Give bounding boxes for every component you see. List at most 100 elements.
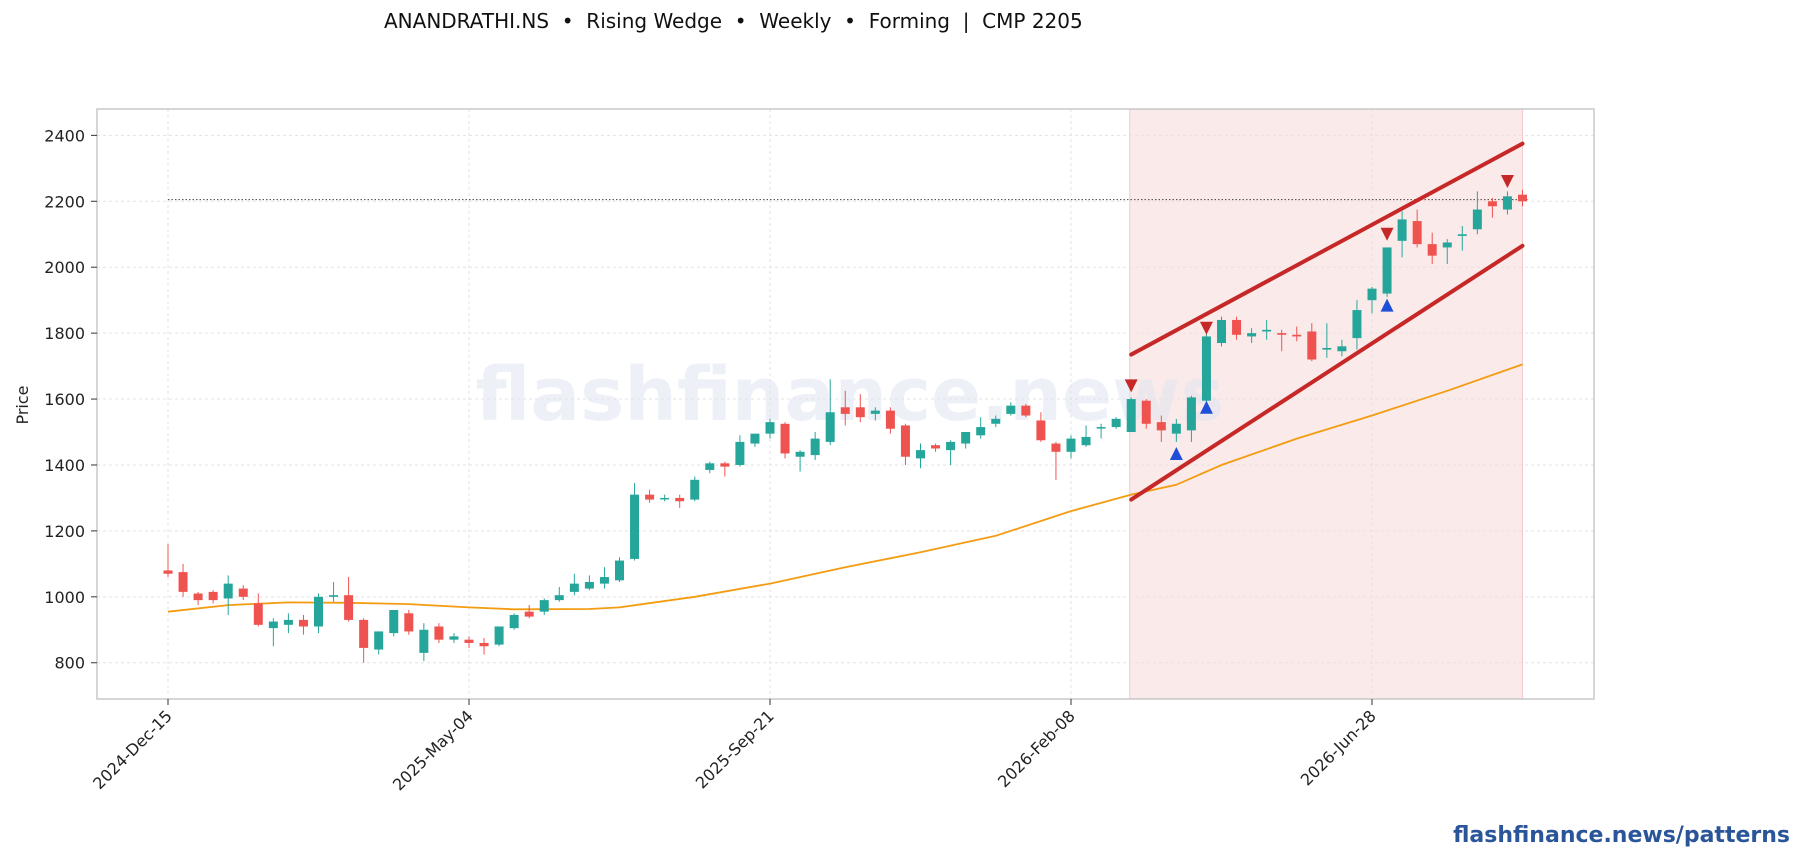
x-tick-label: 2025-Sep-21 xyxy=(692,706,778,792)
candle xyxy=(1036,412,1046,442)
candle xyxy=(1277,329,1287,352)
candle xyxy=(1247,328,1257,344)
candle-body xyxy=(840,407,850,414)
y-tick-label: 2400 xyxy=(44,126,85,145)
swing-low-marker xyxy=(1380,298,1394,312)
candle-body xyxy=(208,591,218,601)
candle xyxy=(554,586,564,602)
candle xyxy=(329,581,339,602)
candle xyxy=(1186,395,1196,442)
candle-body xyxy=(870,410,880,414)
candle xyxy=(223,575,233,615)
candle-body xyxy=(329,595,339,597)
y-tick-label: 1600 xyxy=(44,390,85,409)
candle-body xyxy=(810,438,820,456)
swing-low-marker xyxy=(1169,446,1183,460)
candle-body xyxy=(1502,196,1512,210)
candle xyxy=(961,432,971,449)
candle-body xyxy=(509,614,519,629)
candle-body xyxy=(314,596,323,627)
swing-high-marker xyxy=(1380,227,1394,241)
candle-body xyxy=(1156,422,1166,431)
wedge-lower-line xyxy=(1129,243,1525,502)
candle xyxy=(1457,226,1467,251)
candle-body xyxy=(946,441,956,451)
candle xyxy=(1307,323,1317,362)
candle xyxy=(1472,191,1482,235)
candle-body xyxy=(253,603,263,625)
candle xyxy=(178,563,188,597)
candle xyxy=(855,394,865,423)
candle xyxy=(1427,232,1437,264)
candle xyxy=(509,613,519,630)
swing-high-marker xyxy=(1500,175,1514,189)
candle xyxy=(1111,417,1121,429)
candle xyxy=(193,591,203,606)
x-tick-label: 2026-Feb-08 xyxy=(994,706,1079,791)
x-tick-label: 2025-May-04 xyxy=(389,706,477,794)
candle-body xyxy=(916,450,925,459)
candle-body xyxy=(795,451,805,457)
candle xyxy=(599,567,609,589)
candle-body xyxy=(569,583,579,592)
swing-high-marker xyxy=(1124,379,1138,393)
candle-body xyxy=(434,626,444,640)
candle xyxy=(675,494,685,508)
candle-body xyxy=(1457,234,1467,236)
candle-body xyxy=(1262,329,1272,332)
y-tick-label: 1000 xyxy=(44,588,85,607)
candle xyxy=(208,590,218,604)
candle-body xyxy=(494,626,504,645)
candle-body xyxy=(1412,221,1422,245)
x-tick-label: 2026-Jun-28 xyxy=(1297,706,1380,789)
candle xyxy=(690,476,700,502)
candle-body xyxy=(1442,242,1452,248)
y-tick-label: 1400 xyxy=(44,456,85,475)
wedge-lines-layer xyxy=(1129,141,1525,502)
candle xyxy=(825,379,835,446)
candle xyxy=(404,610,414,635)
candle xyxy=(991,415,1001,428)
candle xyxy=(584,575,594,591)
candle xyxy=(1051,441,1061,480)
candle xyxy=(1502,191,1512,215)
y-tick-label: 2000 xyxy=(44,258,85,277)
candle xyxy=(1126,397,1136,433)
candle-body xyxy=(479,642,489,647)
candle xyxy=(1232,316,1242,340)
candle-body xyxy=(855,407,865,418)
candle xyxy=(630,483,640,561)
candle xyxy=(645,489,655,503)
candle xyxy=(1337,339,1347,357)
candle xyxy=(1217,316,1226,347)
candle-body xyxy=(735,441,745,465)
candle-body xyxy=(630,494,640,559)
candle-body xyxy=(359,619,369,648)
candle xyxy=(795,450,805,472)
candles-layer xyxy=(163,189,1527,663)
candle xyxy=(1397,211,1407,258)
candle-body xyxy=(1201,336,1211,401)
candle xyxy=(1412,209,1422,248)
candle xyxy=(434,623,444,643)
candle-body xyxy=(675,497,685,502)
footer-link[interactable]: flashfinance.news/patterns xyxy=(1453,823,1790,848)
candle-body xyxy=(1307,331,1317,360)
candle xyxy=(449,633,459,643)
candle xyxy=(1141,399,1151,429)
candle-body xyxy=(660,497,670,500)
candle-body xyxy=(1232,319,1242,335)
candle xyxy=(163,544,173,578)
candle-body xyxy=(298,619,308,627)
candle-body xyxy=(1518,194,1527,202)
candle xyxy=(946,440,956,465)
swing-high-marker xyxy=(1199,321,1213,335)
candle-body xyxy=(1096,427,1106,429)
candle xyxy=(1352,300,1362,350)
candle-body xyxy=(961,432,971,444)
candle-body xyxy=(1186,397,1196,431)
candle-body xyxy=(1051,443,1061,452)
candle-body xyxy=(1081,436,1091,446)
candle xyxy=(810,432,820,461)
candle xyxy=(1066,435,1076,459)
